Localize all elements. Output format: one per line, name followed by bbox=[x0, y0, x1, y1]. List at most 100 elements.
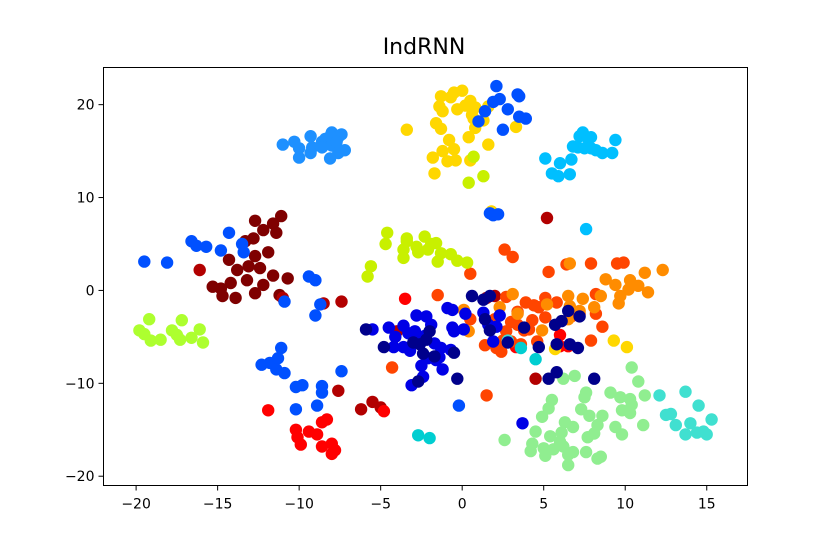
data-point bbox=[366, 395, 379, 409]
data-point bbox=[596, 409, 609, 422]
data-point bbox=[315, 440, 329, 453]
data-point bbox=[620, 340, 634, 354]
data-point bbox=[553, 157, 567, 170]
data-point bbox=[381, 226, 394, 239]
data-point bbox=[465, 289, 479, 303]
data-point bbox=[529, 425, 542, 438]
data-point bbox=[588, 301, 601, 314]
data-point bbox=[566, 445, 580, 459]
chart-title: IndRNN bbox=[383, 35, 466, 60]
data-point bbox=[420, 333, 433, 346]
data-point bbox=[501, 336, 514, 349]
data-point bbox=[332, 384, 345, 397]
data-point bbox=[588, 372, 601, 385]
data-point bbox=[609, 278, 622, 292]
x-tick-label: −5 bbox=[370, 497, 391, 513]
data-point bbox=[579, 222, 593, 236]
data-point bbox=[175, 314, 188, 327]
data-point bbox=[310, 399, 324, 412]
data-point bbox=[398, 292, 412, 305]
data-point bbox=[281, 272, 294, 285]
data-point bbox=[292, 142, 306, 155]
data-point bbox=[185, 331, 198, 344]
data-point bbox=[483, 324, 497, 337]
data-point bbox=[262, 404, 275, 417]
data-point bbox=[206, 280, 219, 293]
data-point bbox=[506, 287, 519, 301]
data-point bbox=[498, 433, 511, 447]
data-point bbox=[423, 431, 436, 445]
data-point bbox=[309, 309, 322, 322]
x-axis: −20 −15 −10 −5 0 5 10 15 bbox=[121, 485, 716, 513]
data-point bbox=[229, 291, 242, 305]
data-point bbox=[552, 170, 565, 183]
data-point bbox=[609, 133, 622, 147]
data-point bbox=[690, 426, 704, 439]
data-point bbox=[160, 256, 174, 269]
x-tick-label: −15 bbox=[203, 497, 233, 513]
y-tick-label: −10 bbox=[65, 376, 95, 392]
data-point bbox=[664, 407, 678, 421]
data-point bbox=[573, 310, 586, 323]
data-point bbox=[275, 341, 288, 355]
data-point bbox=[190, 239, 203, 252]
data-point bbox=[516, 417, 529, 430]
data-point bbox=[196, 336, 210, 349]
data-point bbox=[418, 230, 431, 243]
data-point bbox=[532, 340, 545, 354]
data-point bbox=[428, 167, 441, 180]
data-point bbox=[615, 428, 629, 441]
data-point bbox=[493, 309, 506, 322]
data-point bbox=[511, 307, 524, 320]
data-point bbox=[553, 328, 567, 342]
data-point bbox=[389, 330, 402, 344]
data-point bbox=[320, 413, 334, 426]
data-point bbox=[641, 286, 655, 299]
data-point bbox=[426, 151, 439, 164]
data-point bbox=[493, 92, 506, 106]
data-point bbox=[382, 321, 395, 334]
data-point bbox=[446, 303, 459, 317]
data-point bbox=[397, 319, 410, 332]
data-point bbox=[447, 143, 461, 156]
data-point bbox=[568, 369, 581, 383]
data-point bbox=[535, 324, 549, 337]
data-point bbox=[594, 450, 607, 463]
data-point bbox=[451, 254, 464, 267]
data-point bbox=[266, 269, 280, 282]
y-tick-label: 0 bbox=[86, 283, 95, 299]
data-point bbox=[498, 243, 511, 256]
data-point bbox=[154, 333, 167, 346]
data-point bbox=[289, 403, 303, 416]
data-point bbox=[544, 430, 557, 443]
data-point bbox=[584, 142, 598, 155]
data-point bbox=[529, 372, 542, 385]
y-axis: −20 −10 0 10 20 bbox=[65, 98, 104, 485]
data-point bbox=[315, 141, 329, 154]
data-point bbox=[632, 375, 645, 388]
x-tick-label: −20 bbox=[121, 497, 151, 513]
y-tick-label: −20 bbox=[65, 469, 95, 485]
data-point bbox=[487, 335, 500, 348]
data-point bbox=[429, 117, 443, 130]
data-point bbox=[482, 138, 495, 151]
data-point bbox=[562, 458, 575, 472]
data-point bbox=[434, 341, 448, 355]
data-point bbox=[539, 311, 552, 324]
data-point bbox=[519, 112, 532, 125]
data-point bbox=[477, 170, 490, 183]
data-point bbox=[527, 299, 541, 312]
data-point bbox=[614, 391, 627, 404]
data-point bbox=[377, 340, 391, 354]
data-point bbox=[584, 334, 598, 347]
data-point bbox=[459, 307, 472, 320]
data-point bbox=[539, 152, 552, 165]
data-point bbox=[397, 251, 410, 265]
data-point bbox=[692, 399, 705, 412]
data-point bbox=[599, 273, 612, 286]
data-point bbox=[607, 334, 620, 347]
data-point bbox=[501, 103, 514, 116]
data-point bbox=[253, 261, 267, 275]
data-point bbox=[335, 295, 348, 308]
